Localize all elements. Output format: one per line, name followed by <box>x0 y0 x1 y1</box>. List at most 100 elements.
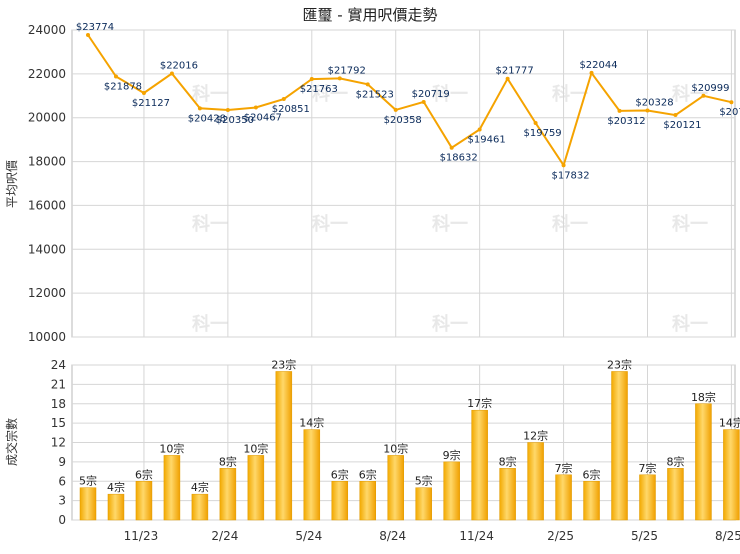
price-point <box>253 105 258 110</box>
x-tick-label: 2/24 <box>211 529 238 543</box>
watermark-text: 科一 <box>552 83 588 105</box>
volume-bar <box>191 493 209 521</box>
price-data-label: $20428 <box>188 113 226 124</box>
volume-bar <box>443 461 460 521</box>
volume-data-label: 4宗 <box>107 480 125 494</box>
price-data-label: $21763 <box>300 84 338 95</box>
price-data-label: $21127 <box>132 98 170 109</box>
price-point <box>505 76 510 81</box>
volume-bar <box>723 429 740 521</box>
volume-data-label: 10宗 <box>383 441 408 455</box>
price-point <box>617 108 622 113</box>
volume-data-label: 4宗 <box>191 480 209 494</box>
watermark-text: 科一 <box>672 213 708 235</box>
watermark-text: 科一 <box>312 213 348 235</box>
price-data-label: $20851 <box>272 104 310 115</box>
watermark-text: 科一 <box>552 213 588 235</box>
top-y-tick-label: 18000 <box>28 155 66 169</box>
price-point <box>673 113 678 118</box>
volume-bar <box>611 371 628 521</box>
price-data-label: $21878 <box>104 82 142 93</box>
bottom-y-tick-label: 3 <box>58 494 66 508</box>
price-data-label: $21792 <box>328 65 366 76</box>
volume-bar <box>163 455 181 521</box>
x-tick-label: 8/24 <box>379 529 406 543</box>
volume-bar <box>107 493 125 521</box>
price-data-label: $20358 <box>384 115 422 126</box>
watermark-text: 科一 <box>432 313 468 335</box>
price-data-label: $21523 <box>356 89 394 100</box>
volume-data-label: 12宗 <box>523 429 548 443</box>
volume-data-label: 8宗 <box>499 454 517 468</box>
volume-data-label: 17宗 <box>467 396 492 410</box>
price-point <box>561 163 566 168</box>
volume-bar <box>387 455 404 521</box>
bottom-y-tick-label: 6 <box>58 474 66 488</box>
price-point <box>589 70 594 75</box>
volume-data-label: 5宗 <box>79 474 97 488</box>
volume-data-label: 10宗 <box>159 441 184 455</box>
price-data-label: $22016 <box>160 61 198 72</box>
volume-data-label: 14宗 <box>719 416 740 430</box>
price-point <box>113 74 118 79</box>
top-y-tick-label: 10000 <box>28 330 66 344</box>
watermark-text: 科一 <box>192 313 228 335</box>
top-y-tick-label: 22000 <box>28 67 66 81</box>
volume-data-label: 6宗 <box>583 467 601 481</box>
volume-bar <box>303 429 321 521</box>
volume-data-label: 18宗 <box>691 390 716 404</box>
volume-bar <box>331 481 349 521</box>
volume-bar <box>415 487 432 521</box>
x-tick-label: 5/25 <box>631 529 658 543</box>
watermark-text: 科一 <box>192 83 228 105</box>
watermark-text: 科一 <box>192 213 228 235</box>
volume-bar <box>667 468 684 521</box>
price-data-label: $18632 <box>440 153 478 164</box>
price-data-label: $20312 <box>607 116 645 127</box>
price-point <box>393 107 398 112</box>
volume-bar <box>583 481 600 521</box>
volume-data-label: 10宗 <box>243 441 268 455</box>
price-point <box>141 91 146 96</box>
price-data-label: $20719 <box>412 89 450 100</box>
price-point <box>365 82 370 87</box>
bottom-y-tick-label: 18 <box>51 397 66 411</box>
bottom-y-tick-label: 15 <box>51 416 66 430</box>
price-point <box>86 32 90 37</box>
top-y-tick-label: 12000 <box>28 286 66 300</box>
volume-bar <box>695 403 712 521</box>
price-point <box>729 100 734 105</box>
price-data-label: $21777 <box>496 66 534 77</box>
price-point <box>421 99 426 104</box>
price-point <box>197 106 202 111</box>
price-data-label: $23774 <box>76 22 114 33</box>
top-y-tick-label: 24000 <box>28 23 66 37</box>
volume-data-label: 5宗 <box>415 474 433 488</box>
top-plot-area <box>71 29 736 338</box>
price-data-label: $20708 <box>719 107 740 118</box>
volume-data-label: 6宗 <box>331 467 349 481</box>
price-point <box>309 77 314 82</box>
volume-data-label: 9宗 <box>443 448 461 462</box>
price-point <box>477 127 482 132</box>
price-data-label: $17832 <box>551 170 589 181</box>
bottom-y-tick-label: 0 <box>58 513 66 527</box>
x-tick-label: 11/23 <box>124 529 159 543</box>
volume-bar <box>247 455 265 521</box>
price-point <box>337 76 342 81</box>
top-y-tick-label: 16000 <box>28 198 66 212</box>
top-y-axis-label: 平均呎價 <box>5 160 19 208</box>
volume-data-label: 6宗 <box>359 467 377 481</box>
price-point <box>701 93 706 98</box>
volume-bar <box>527 442 544 521</box>
volume-bar <box>555 474 572 521</box>
bottom-y-tick-label: 12 <box>51 436 66 450</box>
volume-bar <box>471 409 488 521</box>
price-point <box>645 108 650 113</box>
price-point <box>169 71 174 76</box>
price-data-label: $20999 <box>691 83 729 94</box>
price-data-label: $20350 <box>216 115 254 126</box>
volume-data-label: 6宗 <box>135 467 153 481</box>
